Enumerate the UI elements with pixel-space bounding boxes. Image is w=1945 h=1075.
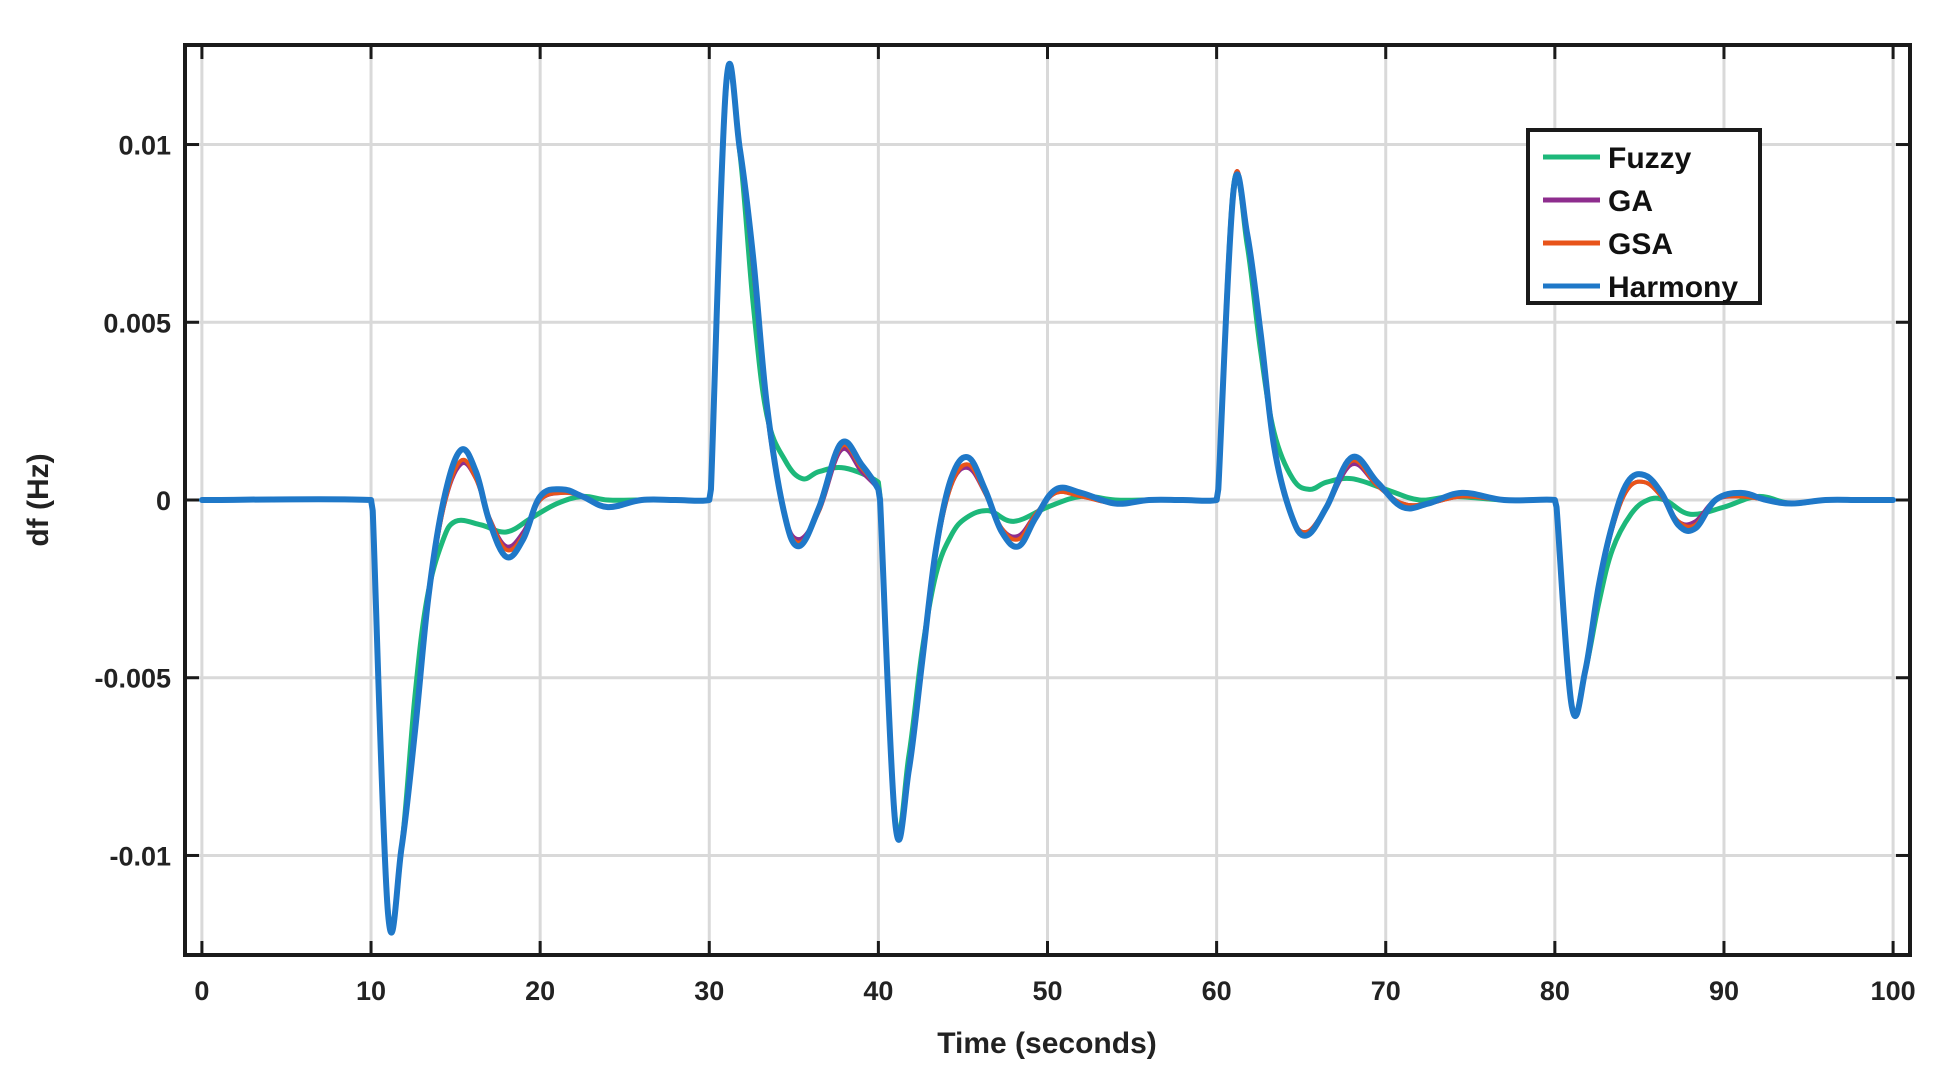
legend-label-fuzzy: Fuzzy [1608,142,1692,175]
x-tick-label: 90 [1709,976,1739,1006]
y-tick-labels: -0.01 -0.005 0 0.005 0.01 [94,131,171,872]
y-tick-label: -0.005 [94,664,171,694]
legend: Fuzzy GA GSA Harmony [1526,128,1762,305]
y-tick-label: 0.01 [118,131,171,161]
x-tick-label: 30 [694,976,724,1006]
series-lines [198,60,1897,936]
x-tick-label: 100 [1871,976,1916,1006]
series-line-harmony [198,60,1897,936]
y-axis-label: df (Hz) [22,453,55,546]
x-tick-labels: 0 10 20 30 40 50 60 70 80 90 100 [194,976,1915,1006]
legend-label-harmony: Harmony [1608,271,1738,304]
x-tick-label: 50 [1032,976,1062,1006]
x-tick-label: 20 [525,976,555,1006]
legend-label-ga: GA [1608,185,1653,218]
y-tick-label: 0 [156,486,171,516]
x-tick-label: 70 [1371,976,1401,1006]
x-tick-label: 40 [863,976,893,1006]
x-tick-label: 80 [1540,976,1570,1006]
legend-label-gsa: GSA [1608,228,1673,261]
y-tick-label: -0.01 [109,841,171,871]
axis-ticks [185,45,1910,955]
x-axis-label: Time (seconds) [937,1027,1157,1060]
x-tick-label: 60 [1202,976,1232,1006]
x-tick-label: 10 [356,976,386,1006]
y-tick-label: 0.005 [103,308,171,338]
x-tick-label: 0 [194,976,209,1006]
